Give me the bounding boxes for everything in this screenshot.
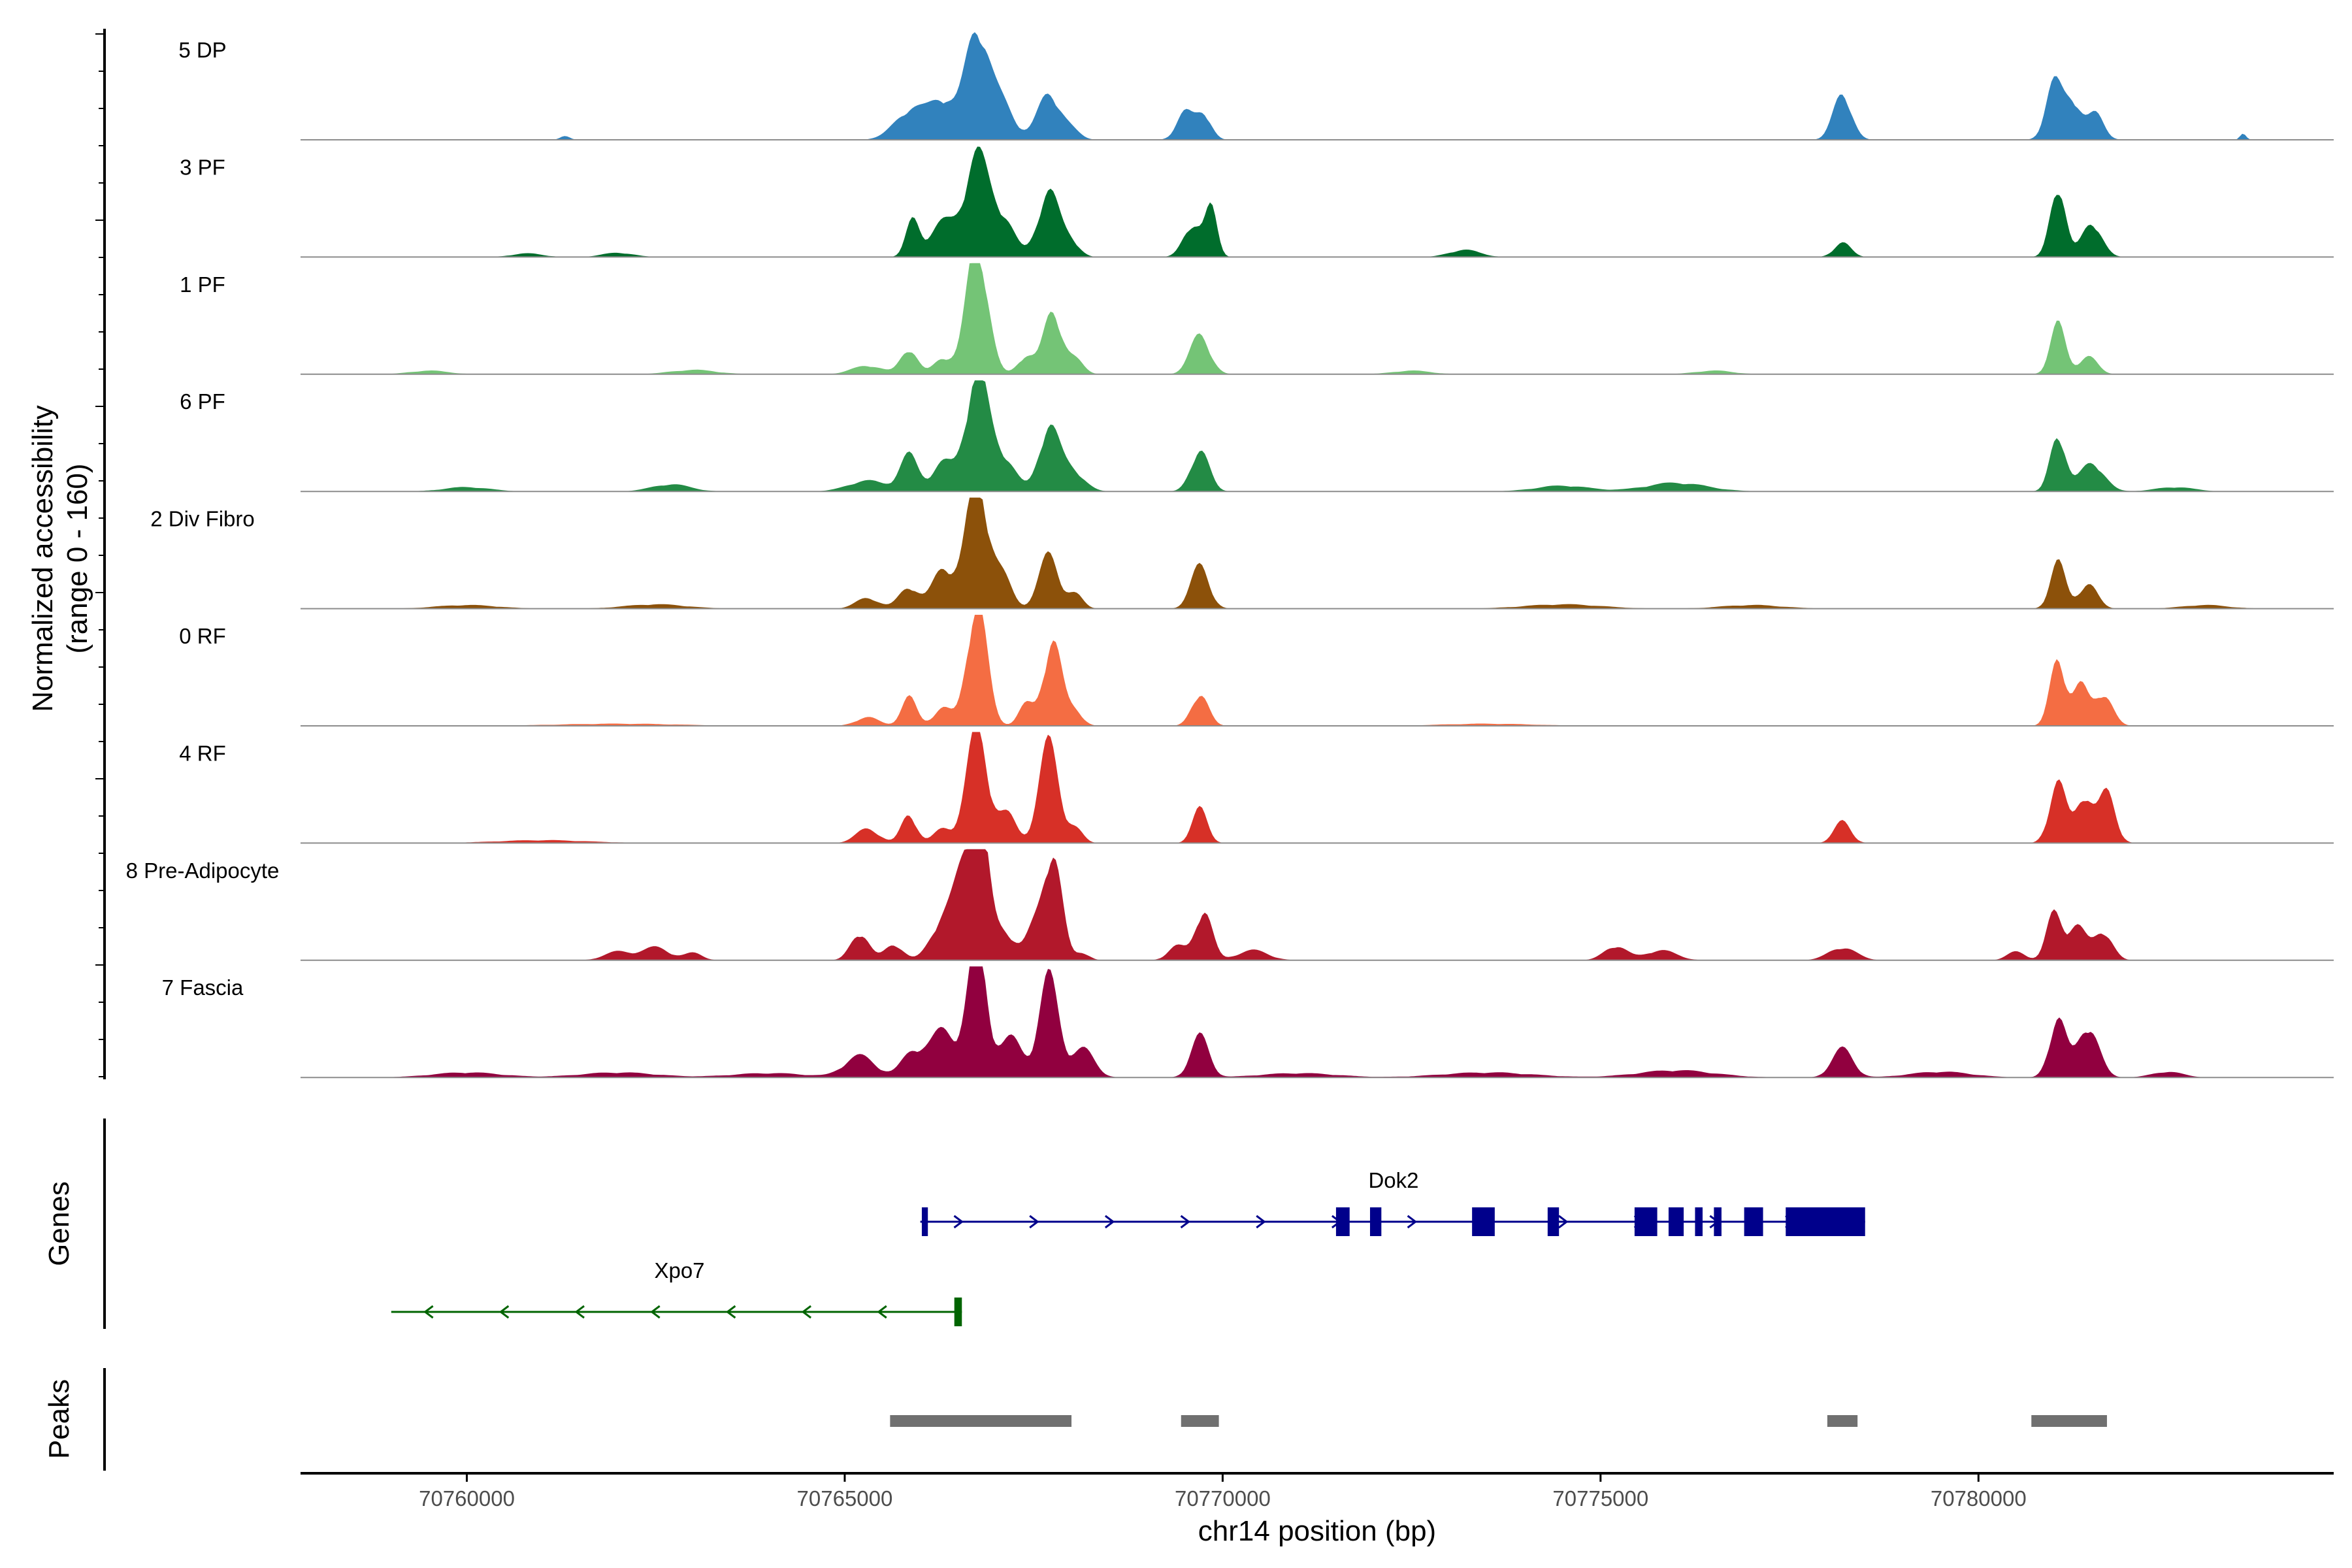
strand-arrow (1407, 1215, 1418, 1229)
gene-label: Xpo7 (654, 1258, 704, 1282)
coverage-area (301, 32, 2334, 140)
strand-arrow (1104, 1215, 1115, 1229)
gene-annotation-track: Dok2 Xpo7 (391, 1168, 1865, 1326)
gene-exon (1695, 1207, 1703, 1236)
gene-exon (954, 1298, 962, 1326)
strand-arrow (725, 1305, 736, 1319)
strand-arrow (1558, 1215, 1569, 1229)
track-1-pf: 1 PF (180, 263, 2334, 375)
track-2-div-fibro: 2 Div Fibro (150, 497, 2334, 610)
gene-exon (1786, 1207, 1865, 1236)
coverage-axis-ticks (95, 33, 105, 1077)
genes-track-title: Genes (43, 1181, 75, 1266)
track-4-rf: 4 RF (179, 732, 2334, 844)
track-0-rf: 0 RF (179, 615, 2334, 727)
y-axis-title-line1: Normalized accessibility (27, 405, 59, 711)
strand-arrow (877, 1305, 887, 1319)
strand-arrow (801, 1305, 812, 1319)
x-tick-label: 70770000 (1175, 1486, 1271, 1511)
peak-region (890, 1415, 1072, 1427)
coverage-tracks: 5 DP 3 PF 1 PF 6 PF 2 Div Fibro 0 RF 4 RF 8 Pre… (126, 32, 2334, 1079)
strand-arrow (423, 1305, 434, 1319)
strand-arrow (574, 1305, 585, 1319)
peak-region (2031, 1415, 2107, 1427)
x-tick-label: 70775000 (1552, 1486, 1648, 1511)
x-axis-title: chr14 position (bp) (1198, 1515, 1436, 1547)
track-label: 4 RF (179, 741, 226, 765)
peaks-track-title: Peaks (43, 1379, 75, 1459)
peak-region (1181, 1415, 1219, 1427)
coverage-area (301, 966, 2334, 1078)
strand-arrow (1029, 1215, 1039, 1229)
x-axis-ticks: 70760000 70765000 70770000 70775000 70780000 (419, 1473, 2027, 1511)
gene-exon (1714, 1207, 1722, 1236)
track-label: 0 RF (179, 624, 226, 648)
track-3-pf: 3 PF (180, 146, 2334, 258)
gene-exon (1369, 1207, 1382, 1236)
coverage-area (301, 732, 2334, 843)
gene-exon (1335, 1207, 1350, 1236)
x-tick-label: 70780000 (1931, 1486, 2027, 1511)
coverage-area (301, 849, 2334, 960)
strand-arrow (1180, 1215, 1191, 1229)
coverage-area (301, 380, 2334, 492)
track-label: 2 Div Fibro (150, 507, 255, 531)
peak-region (1827, 1415, 1858, 1427)
strand-arrow (953, 1215, 964, 1229)
x-tick-label: 70760000 (419, 1486, 515, 1511)
gene-xpo7: Xpo7 (391, 1258, 962, 1326)
coverage-area (301, 263, 2334, 374)
gene-exon (921, 1207, 928, 1236)
track-label: 1 PF (180, 272, 225, 297)
track-label: 7 Fascia (162, 975, 244, 1000)
y-axis-title-line2: (range 0 - 160) (61, 463, 93, 653)
track-label: 6 PF (180, 389, 225, 414)
peak-region-track (890, 1415, 2107, 1427)
gene-exon (1472, 1207, 1495, 1236)
gene-exon (1744, 1207, 1763, 1236)
track-6-pf: 6 PF (180, 380, 2334, 493)
coverage-area (301, 146, 2334, 257)
gene-dok2: Dok2 (920, 1168, 1865, 1236)
coverage-area (301, 615, 2334, 726)
strand-arrow (1256, 1215, 1266, 1229)
track-8-pre-adipocyte: 8 Pre-Adipocyte (126, 849, 2334, 961)
gene-label: Dok2 (1368, 1168, 1418, 1192)
track-label: 8 Pre-Adipocyte (126, 858, 280, 883)
strand-arrow (498, 1305, 510, 1319)
track-label: 5 DP (178, 38, 226, 62)
gene-exon (1547, 1207, 1560, 1236)
track-7-fascia: 7 Fascia (162, 966, 2334, 1079)
coverage-area (301, 497, 2334, 609)
strand-arrow (650, 1305, 661, 1319)
x-tick-label: 70765000 (797, 1486, 893, 1511)
track-5-dp: 5 DP (178, 32, 2334, 140)
gene-exon (1668, 1207, 1684, 1236)
track-label: 3 PF (180, 155, 225, 179)
gene-exon (1634, 1207, 1658, 1236)
